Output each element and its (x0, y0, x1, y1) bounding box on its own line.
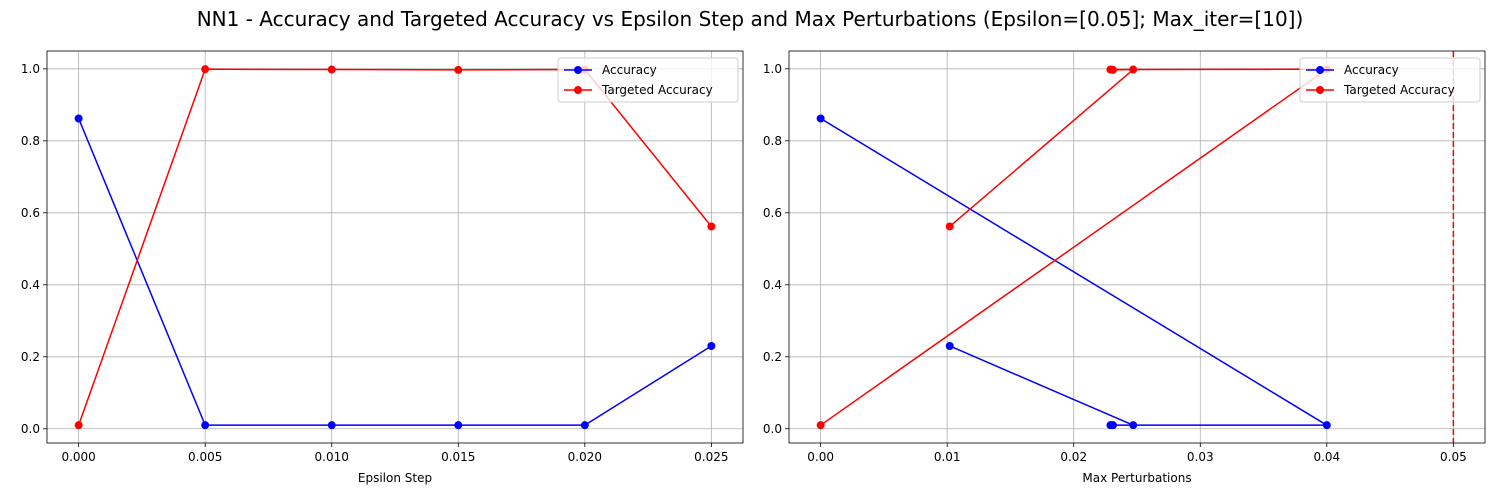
y-tick-label: 0.2 (763, 350, 782, 364)
y-tick-label: 0.2 (21, 350, 40, 364)
data-point (1322, 421, 1331, 430)
figure-title: NN1 - Accuracy and Targeted Accuracy vs … (197, 7, 1304, 31)
x-tick-label: 0.005 (188, 450, 222, 464)
x-tick-label: 0.03 (1187, 450, 1214, 464)
data-point (945, 341, 954, 350)
axes-frame (788, 50, 1486, 444)
legend-box (557, 57, 739, 103)
data-point (1129, 421, 1138, 430)
x-tick-label: 0.01 (934, 450, 961, 464)
data-point (816, 114, 825, 123)
x-tick-label: 0.000 (61, 450, 95, 464)
x-tick-label: 0.010 (315, 450, 349, 464)
legend-entry: Targeted Accuracy (1343, 83, 1455, 97)
data-point (1129, 65, 1138, 74)
data-point (74, 114, 83, 123)
axes-frame (46, 50, 744, 444)
data-point (816, 421, 825, 430)
data-point (945, 222, 954, 231)
y-tick-label: 0.8 (21, 134, 40, 148)
legend-marker (1316, 66, 1324, 74)
series-line-2 (77, 68, 712, 426)
data-point (1108, 421, 1117, 430)
x-tick-label: 0.05 (1440, 450, 1467, 464)
data-point (454, 65, 463, 74)
data-point (327, 65, 336, 74)
legend-marker (574, 66, 582, 74)
chart-panel-1: 0.000 0.005 0.010 0.015 0.020 0.025 0.0 0.2 0.4 0… (21, 50, 744, 485)
data-point (454, 421, 463, 430)
data-point (201, 65, 210, 74)
y-tick-label: 0.8 (763, 134, 782, 148)
legend: Accuracy Targeted Accuracy (557, 57, 739, 103)
data-point (74, 421, 83, 430)
legend-marker (1316, 86, 1324, 94)
legend-marker (574, 86, 582, 94)
data-point (580, 421, 589, 430)
legend-box (1299, 57, 1481, 103)
y-tick-label: 0.4 (21, 278, 40, 292)
x-tick-label: 0.020 (568, 450, 602, 464)
data-point (327, 421, 336, 430)
x-tick-label: 0.015 (441, 450, 475, 464)
y-tick-label: 0.6 (21, 206, 40, 220)
data-point (707, 341, 716, 350)
legend: Accuracy Targeted Accuracy (1299, 57, 1481, 103)
legend-entry: Accuracy (602, 63, 657, 77)
data-point (1108, 65, 1117, 74)
x-tick-label: 0.025 (694, 450, 728, 464)
x-axis-label: Epsilon Step (358, 471, 432, 485)
data-point (707, 222, 716, 231)
legend-entry: Accuracy (1344, 63, 1399, 77)
series-line-1 (77, 118, 712, 426)
x-axis-label: Max Perturbations (1082, 471, 1191, 485)
x-tick-label: 0.00 (807, 450, 834, 464)
data-point (201, 421, 210, 430)
chart-panel-2: 0.00 0.01 0.02 0.03 0.04 0.05 0.0 0.2 0.4 0.6 0.8 1… (763, 50, 1486, 485)
y-tick-label: 1.0 (763, 62, 782, 76)
y-tick-label: 0.4 (763, 278, 782, 292)
y-tick-label: 0.6 (763, 206, 782, 220)
x-tick-label: 0.02 (1060, 450, 1087, 464)
legend-entry: Targeted Accuracy (601, 83, 713, 97)
y-tick-label: 0.0 (763, 422, 782, 436)
x-tick-label: 0.04 (1313, 450, 1340, 464)
y-tick-label: 1.0 (21, 62, 40, 76)
y-tick-label: 0.0 (21, 422, 40, 436)
